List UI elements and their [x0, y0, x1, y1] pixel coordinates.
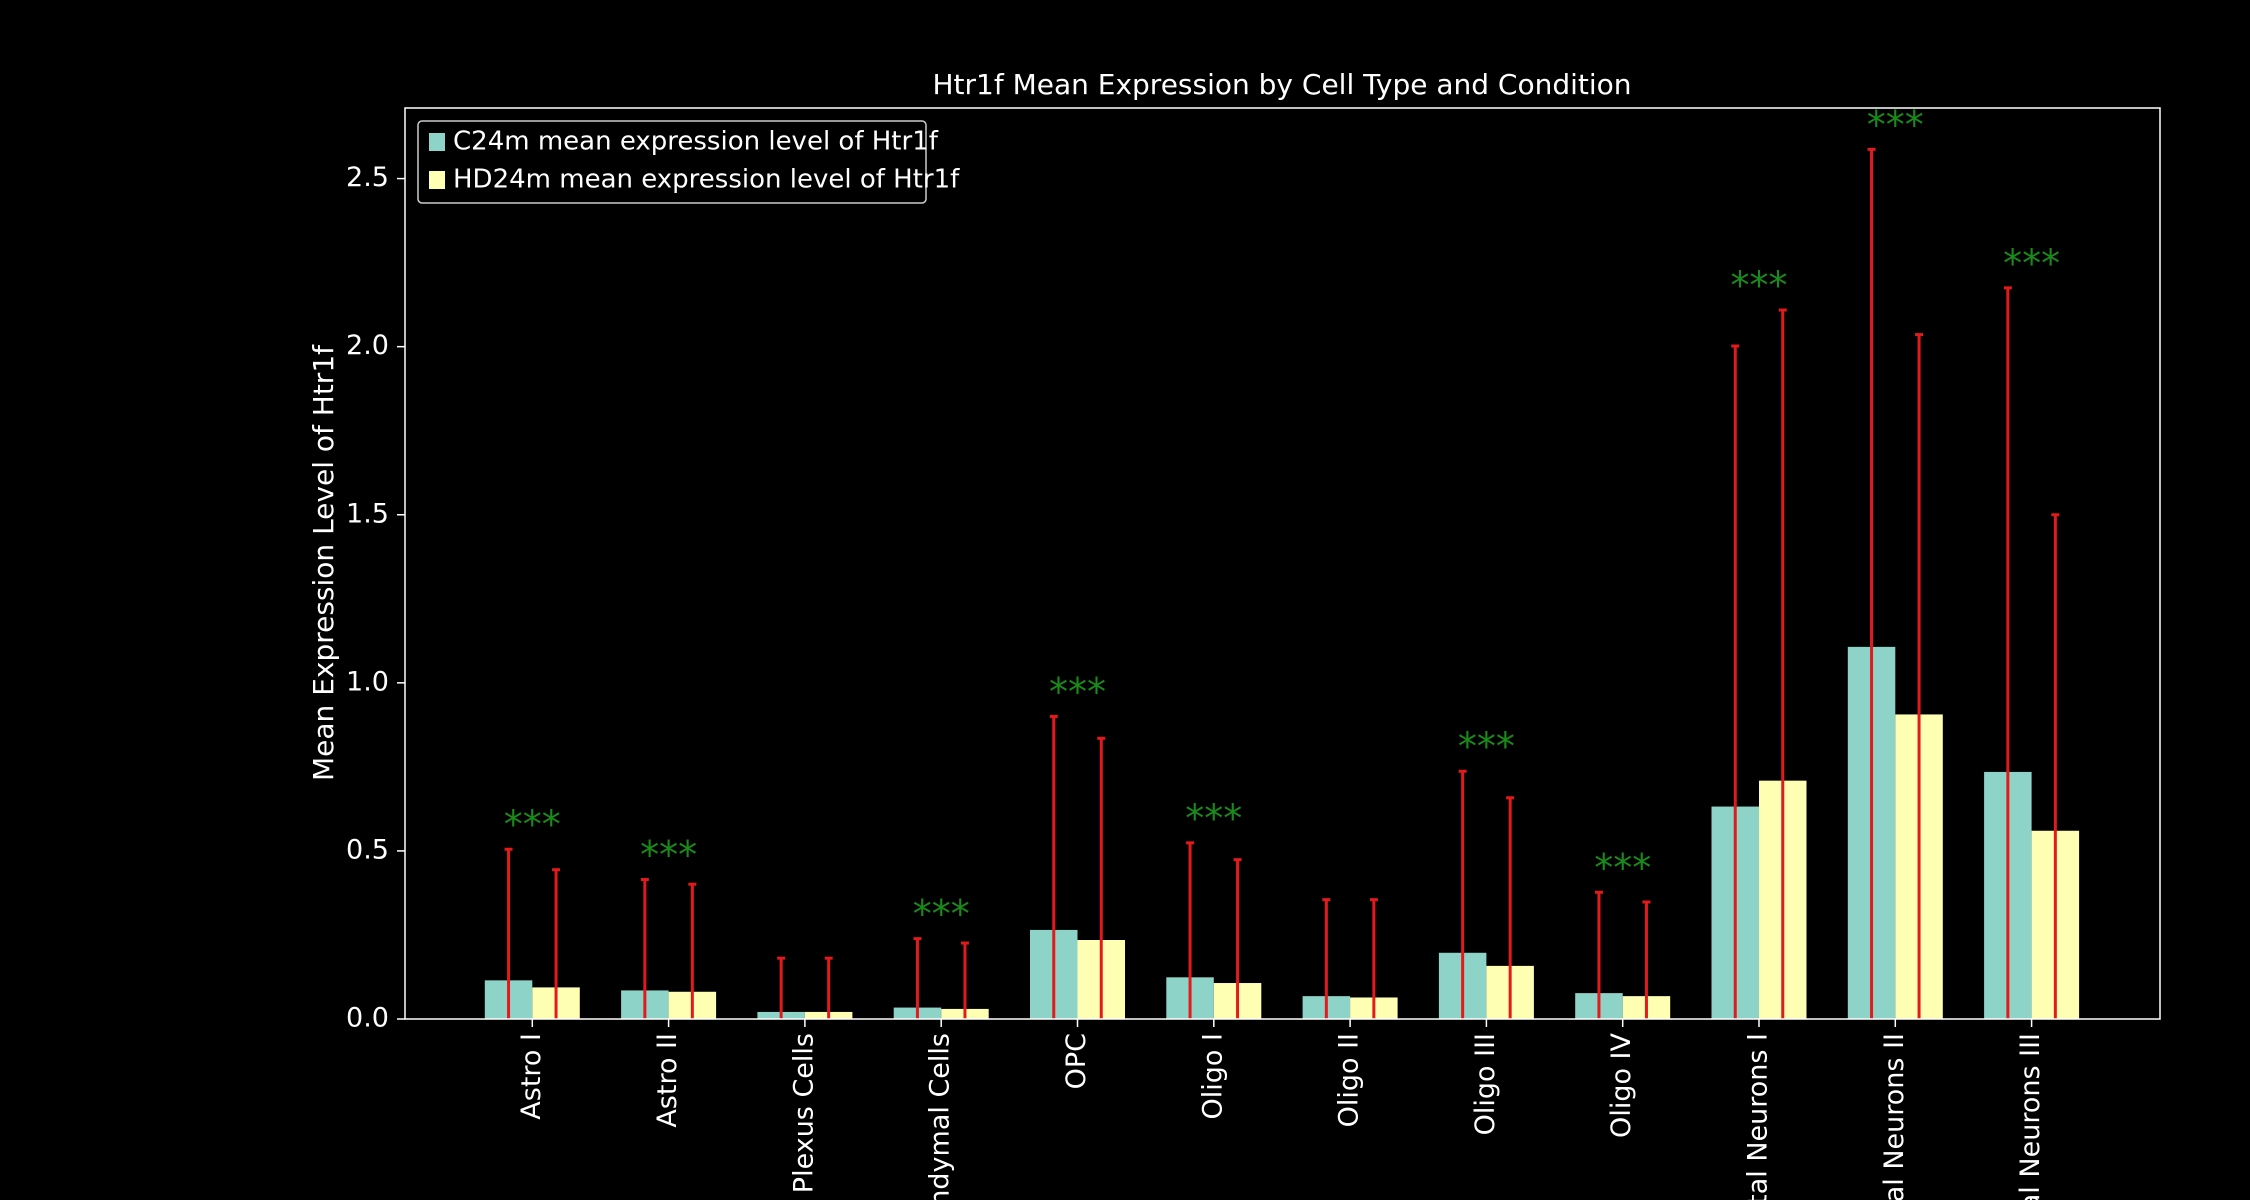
- x-tick-label: Oligo II: [1334, 1033, 1365, 1127]
- axes-frame: [404, 107, 2161, 1020]
- x-tick-label: Oligo III: [1470, 1033, 1501, 1135]
- y-tick-label: 0.5: [346, 834, 389, 865]
- y-tick-label: 2.5: [346, 162, 389, 193]
- x-tick-label: OPC: [1061, 1033, 1092, 1089]
- legend-label: HD24m mean expression level of Htr1f: [453, 165, 960, 195]
- legend-swatch: [429, 171, 445, 189]
- significance-marker: ***: [1731, 264, 1788, 308]
- x-tick-label: ndymal Cells: [925, 1033, 956, 1200]
- x-tick-label: Oligo I: [1197, 1033, 1228, 1119]
- significance-marker: ***: [504, 803, 561, 847]
- significance-marker: ***: [2003, 241, 2060, 285]
- significance-marker: ***: [1185, 796, 1242, 840]
- x-tick-label: Plexus Cells: [788, 1033, 819, 1193]
- x-tick-label: al Neurons II: [1879, 1033, 1910, 1200]
- chart-title: Htr1f Mean Expression by Cell Type and C…: [932, 68, 1631, 101]
- legend: C24m mean expression level of Htr1f HD24m…: [417, 120, 960, 204]
- legend-label: C24m mean expression level of Htr1f: [453, 127, 939, 157]
- significance-marker: ***: [1594, 846, 1651, 890]
- significance-marker: ***: [1867, 103, 1924, 147]
- significance-marker: ***: [1458, 725, 1515, 769]
- y-axis-label: Mean Expression Level of Htr1f: [307, 344, 340, 781]
- legend-swatch: [429, 133, 445, 151]
- x-tick-label: Oligo IV: [1606, 1032, 1637, 1137]
- y-tick-label: 2.0: [346, 330, 389, 361]
- x-tick-label: Astro II: [652, 1033, 683, 1128]
- plot-area: [484, 147, 2080, 1019]
- y-tick-label: 0.0: [346, 1003, 389, 1034]
- significance-marker: ***: [640, 833, 697, 877]
- legend-frame: [417, 120, 927, 204]
- y-tick-label: 1.5: [346, 498, 389, 529]
- y-tick-label: 1.0: [346, 666, 389, 697]
- x-tick-label: Astro I: [516, 1033, 547, 1120]
- significance-marker: ***: [1049, 670, 1106, 714]
- x-tick-label: al Neurons III: [2015, 1033, 2046, 1200]
- x-tick-label: tal Neurons I: [1743, 1033, 1774, 1200]
- significance-marker: ***: [913, 892, 970, 936]
